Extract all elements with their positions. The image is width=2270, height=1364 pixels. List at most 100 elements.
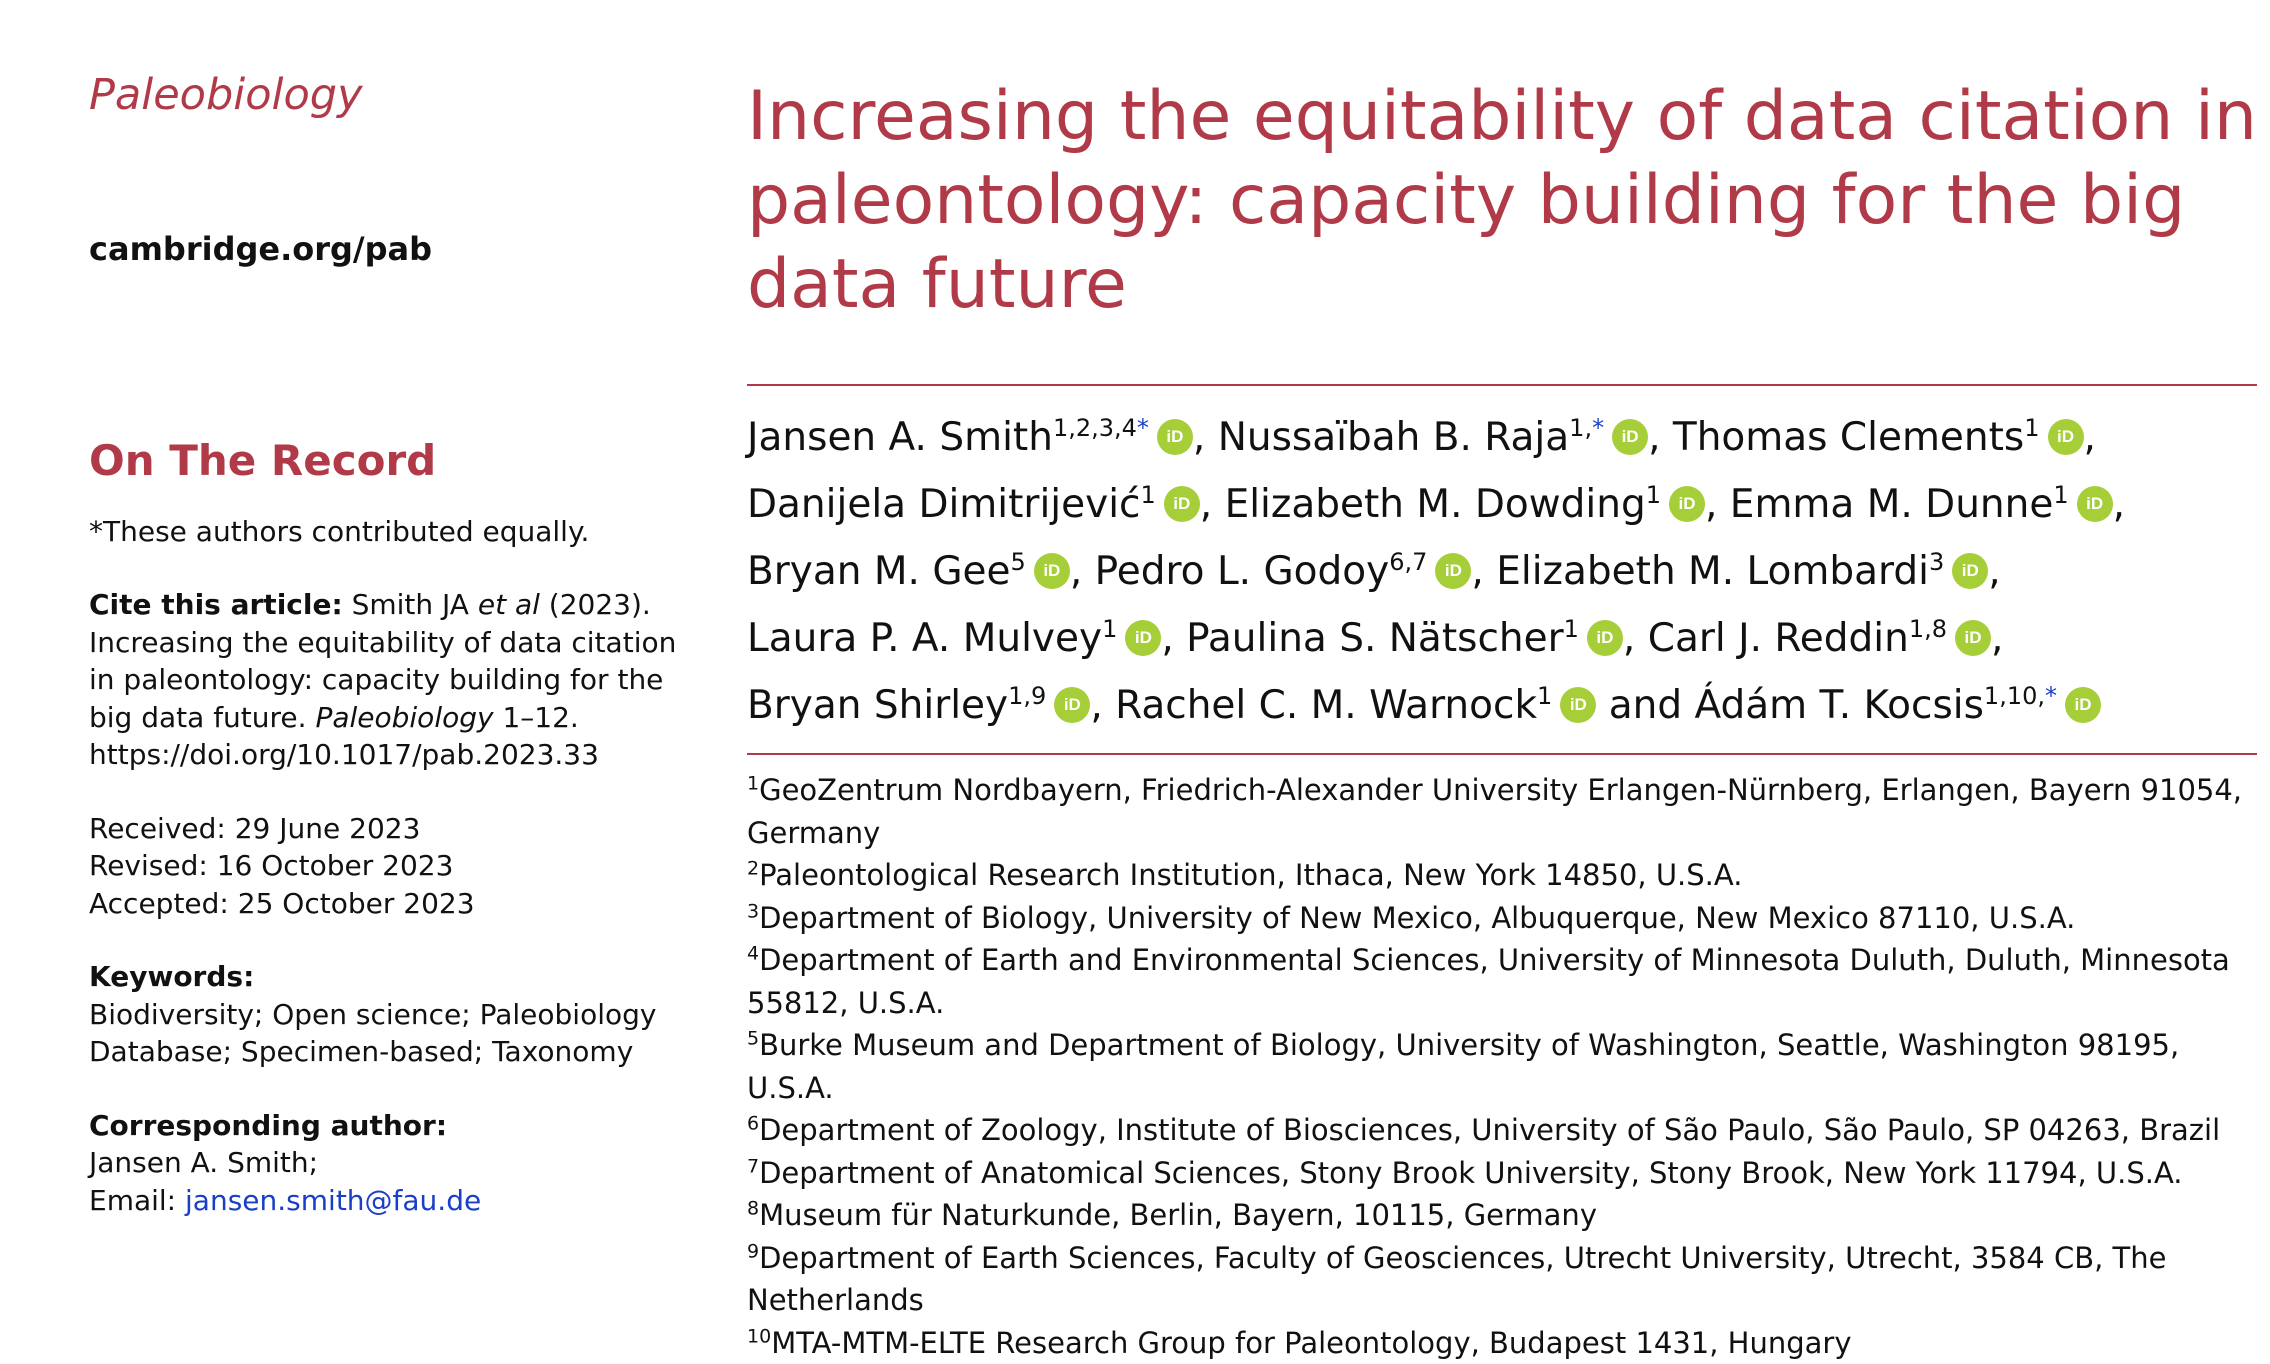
author-name: Bryan Shirley <box>747 683 1008 728</box>
author-affiliation-marker: 1, <box>1569 414 1592 442</box>
section-label: On The Record <box>89 436 709 485</box>
author-separator: , <box>1471 549 1496 594</box>
author-affiliation-marker: 6,7 <box>1389 548 1427 576</box>
affiliation-item: 7Department of Anatomical Sciences, Ston… <box>747 1152 2257 1195</box>
affiliation-item: 5Burke Museum and Department of Biology,… <box>747 1024 2257 1109</box>
author-name: Jansen A. Smith <box>747 415 1053 460</box>
article-sidebar: Paleobiology cambridge.org/pab On The Re… <box>89 70 709 1219</box>
orcid-icon[interactable]: iD <box>2048 419 2084 455</box>
author: Emma M. Dunne1 iD <box>1730 482 2113 527</box>
affiliation-item: 8Museum für Naturkunde, Berlin, Bayern, … <box>747 1194 2257 1237</box>
orcid-icon[interactable]: iD <box>1587 620 1623 656</box>
author-list: Jansen A. Smith1,2,3,4*iD, Nussaïbah B. … <box>747 386 2257 753</box>
author-separator: , <box>1991 616 2003 661</box>
affiliation-number: 9 <box>747 1240 759 1262</box>
corresponding-block: Corresponding author: Jansen A. Smith; E… <box>89 1107 709 1220</box>
orcid-icon[interactable]: iD <box>1560 687 1596 723</box>
received-date: Received: 29 June 2023 <box>89 810 709 848</box>
author: Danijela Dimitrijević1 iD <box>747 482 1200 527</box>
author-name: Bryan M. Gee <box>747 549 1011 594</box>
author-affiliation-marker: 1,8 <box>1909 615 1947 643</box>
orcid-icon[interactable]: iD <box>1955 620 1991 656</box>
orcid-icon[interactable]: iD <box>1164 486 1200 522</box>
journal-website[interactable]: cambridge.org/pab <box>89 230 709 268</box>
author-name: Elizabeth M. Lombardi <box>1496 549 1929 594</box>
affiliation-number: 7 <box>747 1155 759 1177</box>
author-name: Ádám T. Kocsis <box>1694 683 1983 728</box>
author-affiliation-marker: 1 <box>2024 414 2039 442</box>
author-affiliation-marker: 5 <box>1011 548 1026 576</box>
article-title: Increasing the equitability of data cita… <box>747 75 2257 327</box>
orcid-icon[interactable]: iD <box>2077 486 2113 522</box>
author-name: Thomas Clements <box>1673 415 2024 460</box>
affiliation-text: Department of Earth Sciences, Faculty of… <box>747 1241 2167 1318</box>
cite-journal: Paleobiology <box>315 701 493 734</box>
author-affiliation-marker: 1 <box>2053 481 2068 509</box>
journal-name: Paleobiology <box>89 70 709 122</box>
author-name: Carl J. Reddin <box>1648 616 1909 661</box>
author-name: Danijela Dimitrijević <box>747 482 1141 527</box>
dates-block: Received: 29 June 2023 Revised: 16 Octob… <box>89 810 709 923</box>
orcid-icon[interactable]: iD <box>1612 419 1648 455</box>
author-separator: , <box>1705 482 1730 527</box>
author-separator: , <box>1648 415 1673 460</box>
orcid-icon[interactable]: iD <box>1952 553 1988 589</box>
orcid-icon[interactable]: iD <box>1054 687 1090 723</box>
affiliation-number: 2 <box>747 857 759 879</box>
keywords-label: Keywords: <box>89 960 254 993</box>
affiliation-list: 1GeoZentrum Nordbayern, Friedrich-Alexan… <box>747 769 2257 1364</box>
author-affiliation-marker: 1 <box>1102 615 1117 643</box>
corresponding-name: Jansen A. Smith; <box>89 1144 709 1182</box>
author-name: Paulina S. Nätscher <box>1186 616 1564 661</box>
affiliation-number: 1 <box>747 772 759 794</box>
author-separator: , <box>1070 549 1095 594</box>
author-name: Rachel C. M. Warnock <box>1115 683 1537 728</box>
orcid-icon[interactable]: iD <box>1125 620 1161 656</box>
equal-contribution-star: * <box>1137 414 1149 442</box>
author: Paulina S. Nätscher1 iD <box>1186 616 1623 661</box>
author-separator: , <box>1988 549 2000 594</box>
affiliation-number: 4 <box>747 942 759 964</box>
affiliation-number: 5 <box>747 1027 759 1049</box>
affiliation-text: Department of Earth and Environmental Sc… <box>747 943 2230 1020</box>
orcid-icon[interactable]: iD <box>1157 419 1193 455</box>
author: Thomas Clements1 iD <box>1673 415 2084 460</box>
author: Nussaïbah B. Raja1,*iD <box>1218 415 1648 460</box>
equal-contribution-star: * <box>2045 682 2057 710</box>
author: Carl J. Reddin1,8 iD <box>1648 616 1991 661</box>
author: Bryan Shirley1,9 iD <box>747 683 1090 728</box>
affiliation-item: 1GeoZentrum Nordbayern, Friedrich-Alexan… <box>747 769 2257 854</box>
author: Ádám T. Kocsis1,10,* iD <box>1694 683 2101 728</box>
corresponding-label: Corresponding author: <box>89 1109 447 1142</box>
cite-authors: Smith JA <box>343 588 478 621</box>
orcid-icon[interactable]: iD <box>1435 553 1471 589</box>
orcid-icon[interactable]: iD <box>2065 687 2101 723</box>
author-separator: , <box>1623 616 1648 661</box>
orcid-icon[interactable]: iD <box>1034 553 1070 589</box>
affiliation-item: 9Department of Earth Sciences, Faculty o… <box>747 1237 2257 1322</box>
author-separator: , <box>1200 482 1225 527</box>
keywords-block: Keywords: Biodiversity; Open science; Pa… <box>89 958 709 1071</box>
affiliation-text: GeoZentrum Nordbayern, Friedrich-Alexand… <box>747 773 2242 850</box>
author-affiliation-marker: 1 <box>1564 615 1579 643</box>
author-name: Elizabeth M. Dowding <box>1225 482 1646 527</box>
email-link[interactable]: jansen.smith@fau.de <box>185 1184 481 1217</box>
cite-label: Cite this article: <box>89 588 343 621</box>
author-affiliation-marker: 1 <box>1141 481 1156 509</box>
equal-contribution-note: *These authors contributed equally. <box>89 513 709 551</box>
author-separator: and <box>1596 683 1694 728</box>
affiliation-item: 10MTA-MTM-ELTE Research Group for Paleon… <box>747 1322 2257 1364</box>
author-affiliation-marker: 1,9 <box>1008 682 1046 710</box>
author-affiliation-marker: 1,10, <box>1984 682 2045 710</box>
orcid-icon[interactable]: iD <box>1669 486 1705 522</box>
affiliation-text: Department of Zoology, Institute of Bios… <box>759 1113 2220 1147</box>
affiliation-number: 6 <box>747 1112 759 1134</box>
author-name: Emma M. Dunne <box>1730 482 2054 527</box>
author-name: Nussaïbah B. Raja <box>1218 415 1569 460</box>
affiliation-text: Museum für Naturkunde, Berlin, Bayern, 1… <box>759 1198 1597 1232</box>
affiliation-number: 8 <box>747 1197 759 1219</box>
